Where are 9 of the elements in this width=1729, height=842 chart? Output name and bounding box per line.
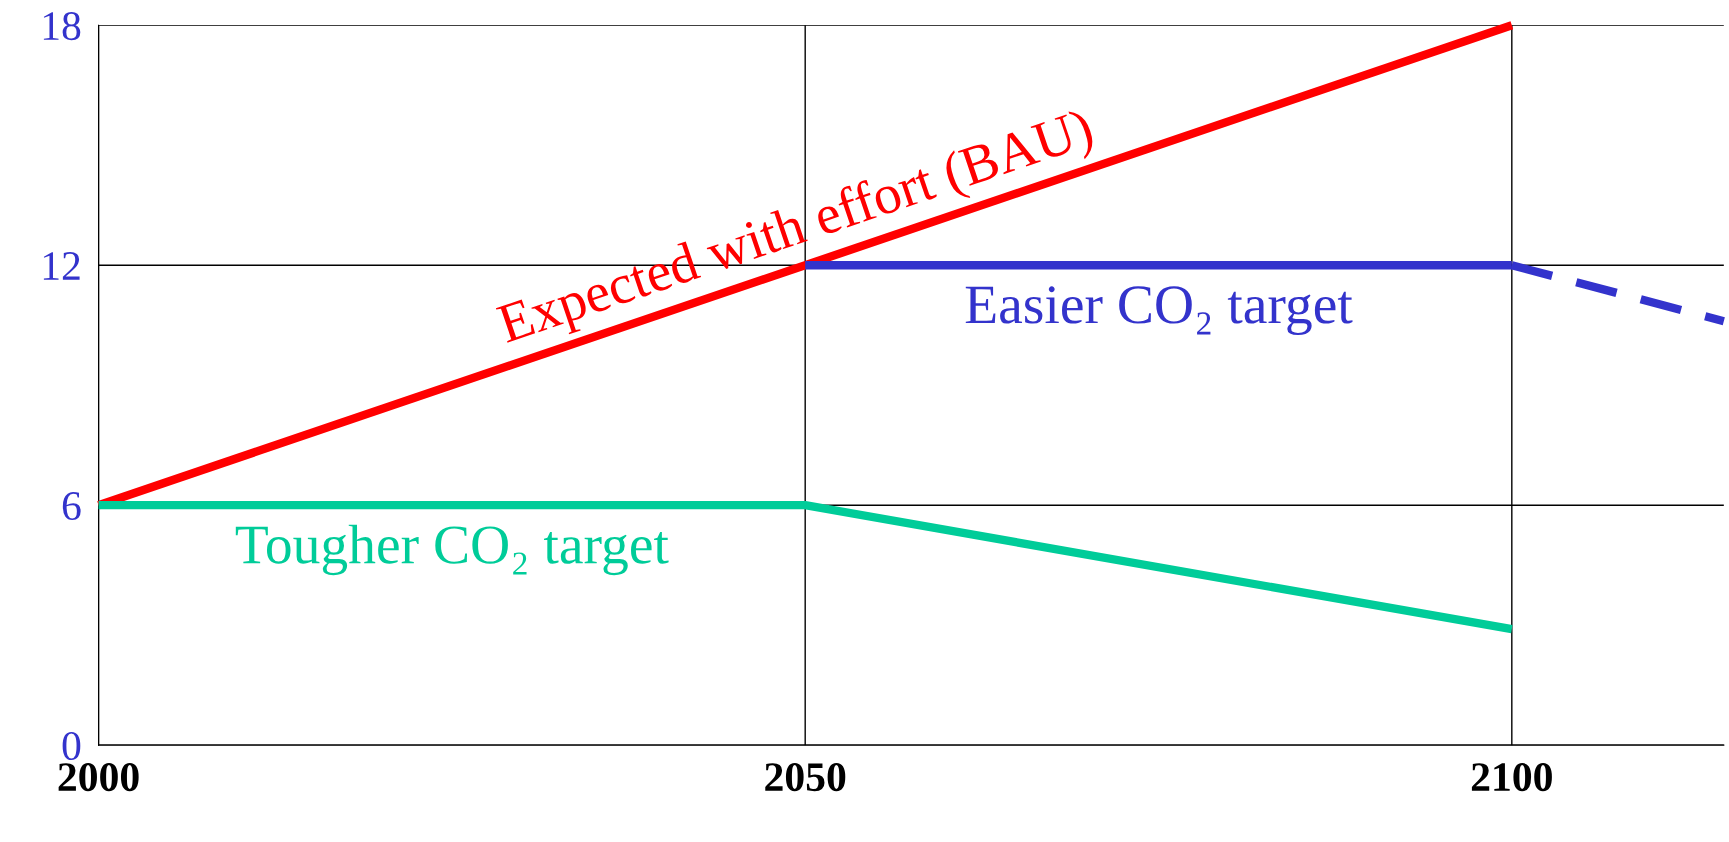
x-tick-label: 2050 — [765, 763, 846, 792]
y-tick-label: 12 — [43, 252, 80, 280]
series-label: Easier CO₂ target — [965, 286, 1353, 336]
y-tick-label: 18 — [43, 12, 81, 41]
y-tick-label: 0 — [62, 731, 81, 761]
y-tick-label: 6 — [62, 492, 81, 521]
x-tick-label: 2100 — [1471, 763, 1552, 792]
series-label: Tougher CO₂ target — [235, 524, 669, 576]
x-tick-label: 2000 — [58, 763, 139, 792]
